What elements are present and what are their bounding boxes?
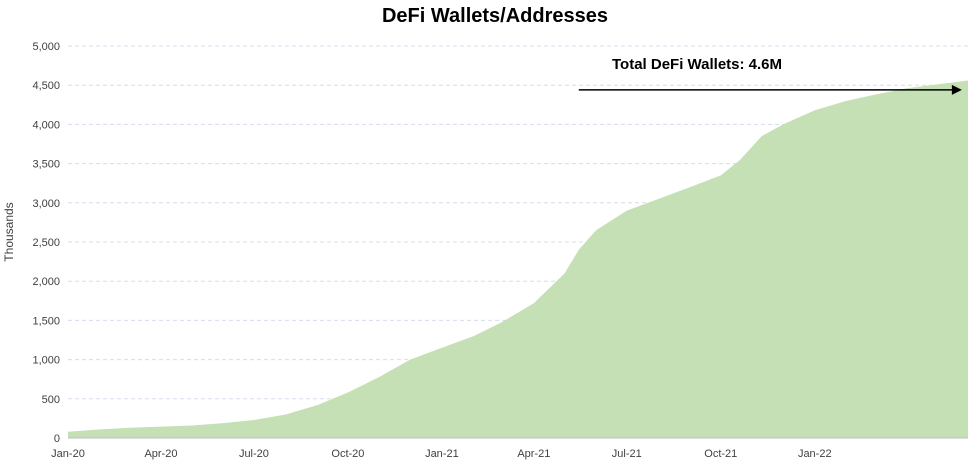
x-tick-label: Jan-22 — [798, 448, 832, 460]
annotation: Total DeFi Wallets: 4.6M — [578, 56, 962, 95]
y-tick-label: 2,500 — [32, 237, 60, 249]
annotation-text: Total DeFi Wallets: 4.6M — [612, 56, 782, 73]
chart-title: DeFi Wallets/Addresses — [382, 5, 608, 27]
y-tick-label: 4,000 — [32, 119, 60, 131]
x-tick-label: Apr-20 — [144, 448, 177, 460]
x-tick-label: Jan-20 — [51, 448, 85, 460]
y-tick-label: 500 — [42, 394, 60, 406]
area-fill — [68, 80, 968, 438]
x-tick-label: Oct-21 — [704, 448, 737, 460]
y-tick-label: 5,000 — [32, 41, 60, 53]
y-tick-label: 1,000 — [32, 355, 60, 367]
annotation-arrow-head — [951, 84, 962, 95]
y-tick-label: 4,500 — [32, 80, 60, 92]
x-axis-tick-labels: Jan-20 Apr-20 Jul-20 Oct-20 Jan-21 Apr-21 Jul-… — [51, 448, 831, 460]
y-axis-tick-labels: 0 500 1,000 1,500 2,000 2,500 3,000 3,500 4,000 4… — [32, 41, 60, 445]
y-tick-label: 2,000 — [32, 276, 60, 288]
x-tick-label: Apr-21 — [517, 448, 550, 460]
y-tick-label: 3,000 — [32, 198, 60, 210]
y-axis-title: Thousands — [2, 202, 16, 261]
x-tick-label: Jan-21 — [425, 448, 459, 460]
y-tick-label: 1,500 — [32, 315, 60, 327]
x-tick-label: Jul-20 — [239, 448, 269, 460]
area-series — [68, 80, 968, 438]
y-tick-label: 3,500 — [32, 159, 60, 171]
y-tick-label: 0 — [54, 433, 60, 445]
x-tick-label: Oct-20 — [331, 448, 364, 460]
gridlines — [68, 45, 968, 400]
x-tick-label: Jul-21 — [612, 448, 642, 460]
